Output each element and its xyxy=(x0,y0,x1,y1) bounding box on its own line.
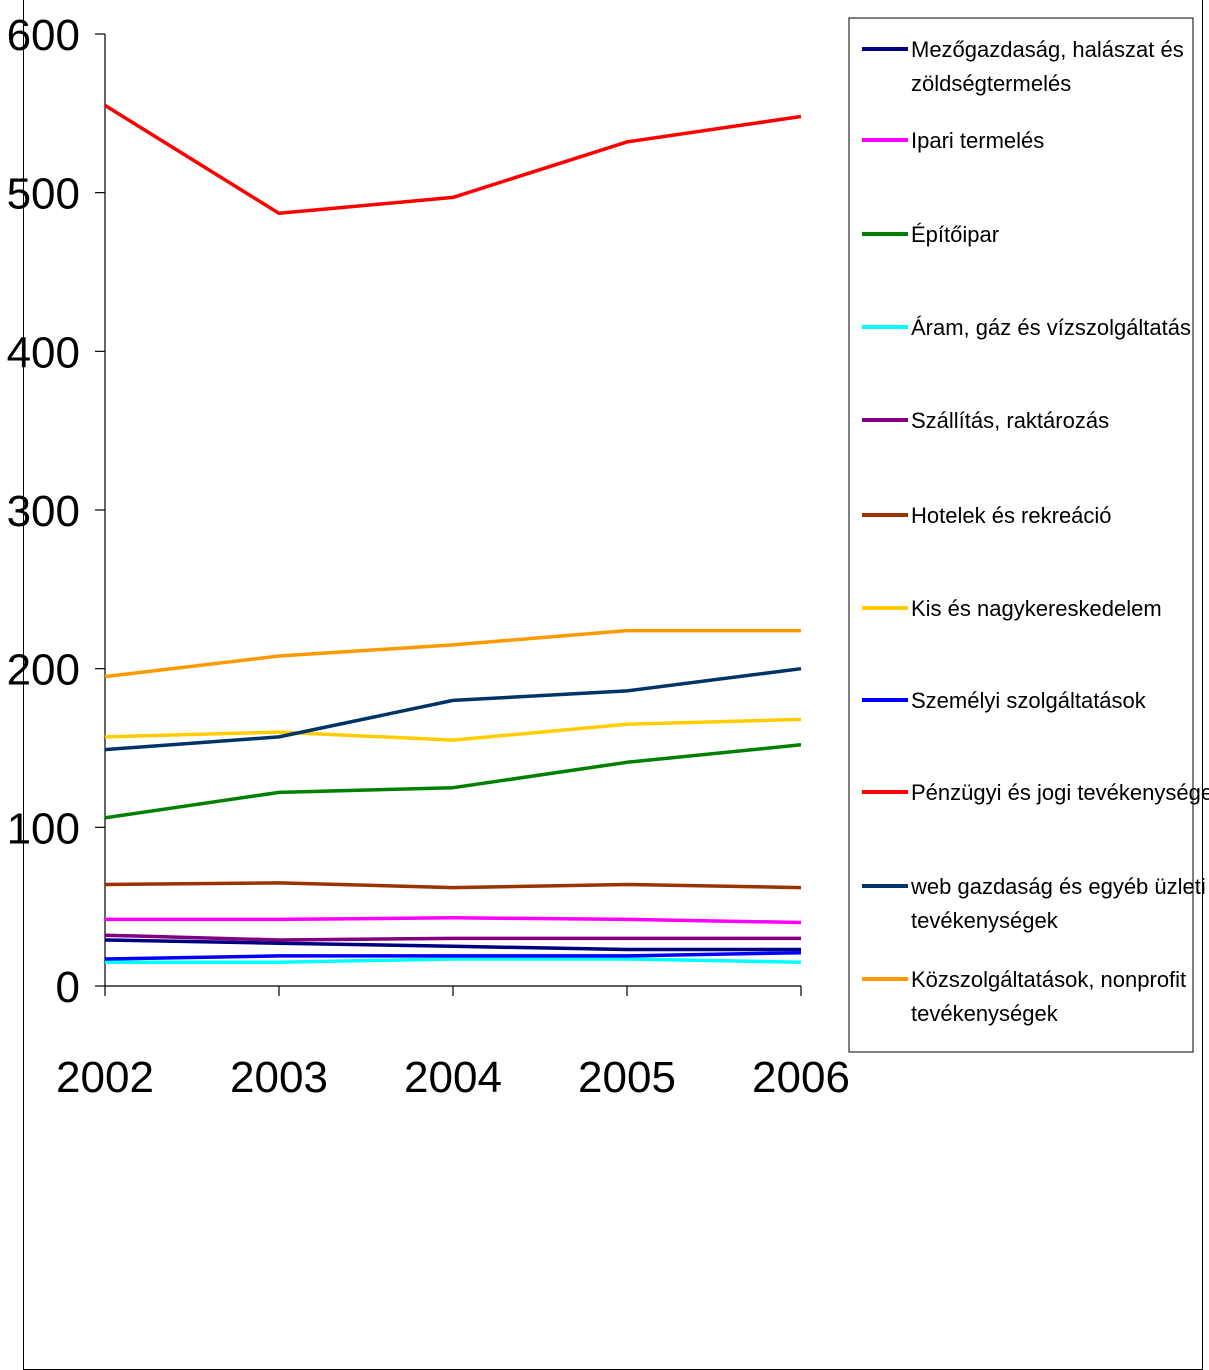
legend-label: tevékenységek xyxy=(911,908,1059,933)
series-line-4 xyxy=(104,933,801,942)
x-tick-label: 2006 xyxy=(752,1053,850,1102)
legend: Mezőgazdaság, halászat és zöldségtermelés… xyxy=(848,17,1209,1053)
legend-label: web gazdaság és egyéb üzleti xyxy=(910,874,1206,899)
legend-label: Közszolgáltatások, nonprofit xyxy=(911,967,1186,992)
series-line-1 xyxy=(105,916,802,925)
y-tick-label: 200 xyxy=(7,646,80,695)
y-tick-label: 0 xyxy=(56,963,80,1012)
series-line-2 xyxy=(104,743,802,820)
legend-label: Kis és nagykereskedelem xyxy=(911,596,1162,621)
x-tick-label: 2003 xyxy=(230,1053,328,1102)
legend-label: Ipari termelés xyxy=(911,128,1044,153)
legend-label: Személyi szolgáltatások xyxy=(911,688,1147,713)
x-tick-label: 2002 xyxy=(56,1053,154,1102)
legend-box xyxy=(848,17,1194,1053)
y-tick-label: 500 xyxy=(7,170,80,219)
y-tick-label: 400 xyxy=(7,328,80,377)
legend-label: Pénzügyi és jogi tevékenységek xyxy=(911,780,1209,805)
series-line-10 xyxy=(104,628,801,679)
series-line-8 xyxy=(104,103,802,216)
legend-label: tevékenységek xyxy=(911,1001,1059,1026)
legend-label: Mezőgazdaság, halászat és xyxy=(911,37,1184,62)
legend-label: Hotelek és rekreáció xyxy=(911,503,1112,528)
y-tick-label: 300 xyxy=(7,487,80,536)
legend-label: Építőipar xyxy=(911,222,999,247)
y-tick-label: 100 xyxy=(7,804,80,853)
series-lines xyxy=(104,103,802,964)
series-line-9 xyxy=(104,666,802,752)
series-line-3 xyxy=(105,957,802,964)
y-tick-label: 600 xyxy=(7,11,80,60)
chart-axes: 0 100 200 300 400 500 600 2002 2003 2004 2005 2006 xyxy=(7,11,850,1102)
series-line-7 xyxy=(104,950,802,961)
legend-label: Áram, gáz és vízszolgáltatás xyxy=(911,315,1191,340)
series-line-5 xyxy=(104,881,802,890)
x-tick-label: 2005 xyxy=(578,1053,676,1102)
x-tick-label: 2004 xyxy=(404,1053,502,1102)
series-line-0 xyxy=(104,938,801,952)
legend-label: zöldségtermelés xyxy=(911,71,1071,96)
series-line-6 xyxy=(104,717,802,742)
legend-label: Szállítás, raktározás xyxy=(911,408,1109,433)
